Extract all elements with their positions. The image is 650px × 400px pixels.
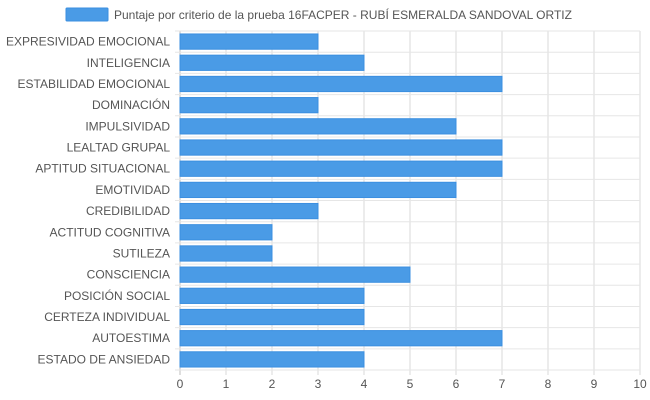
bar-autoestima[interactable] bbox=[179, 330, 503, 347]
legend[interactable]: Puntaje por criterio de la prueba 16FACP… bbox=[65, 7, 572, 22]
category-label: EMOTIVIDAD bbox=[95, 183, 170, 197]
x-tick-label: 4 bbox=[361, 377, 368, 391]
category-label: AUTOESTIMA bbox=[92, 331, 170, 345]
category-label: APTITUD SITUACIONAL bbox=[35, 162, 170, 176]
category-label: DOMINACIÓN bbox=[92, 97, 170, 112]
legend-label[interactable]: Puntaje por criterio de la prueba 16FACP… bbox=[114, 7, 572, 22]
bar-emotividad[interactable] bbox=[179, 181, 457, 199]
category-label: CERTEZA INDIVIDUAL bbox=[44, 310, 170, 324]
category-label: IMPULSIVIDAD bbox=[85, 119, 170, 133]
bar-certeza-individual[interactable] bbox=[179, 308, 365, 326]
bar-aptitud-situacional[interactable] bbox=[179, 160, 503, 177]
bar-posición-social[interactable] bbox=[179, 287, 365, 304]
x-tick-label: 6 bbox=[453, 377, 460, 391]
bar-inteligencia[interactable] bbox=[179, 54, 365, 71]
x-tick-label: 9 bbox=[591, 377, 598, 391]
x-tick-label: 7 bbox=[499, 377, 506, 391]
bar-expresividad-emocional[interactable] bbox=[179, 33, 319, 50]
category-label: ACTITUD COGNITIVA bbox=[50, 225, 170, 239]
x-tick-label: 1 bbox=[223, 377, 230, 391]
x-tick-label: 0 bbox=[177, 377, 184, 391]
bar-actitud-cognitiva[interactable] bbox=[179, 224, 273, 241]
category-label: CREDIBILIDAD bbox=[86, 204, 170, 218]
category-label: ESTABILIDAD EMOCIONAL bbox=[18, 77, 171, 91]
bar-estabilidad-emocional[interactable] bbox=[179, 75, 503, 93]
legend-swatch[interactable] bbox=[65, 7, 109, 22]
bar-consciencia[interactable] bbox=[179, 266, 411, 283]
x-axis-ticks: 0 1 2 3 4 5 6 7 8 9 10 bbox=[177, 377, 647, 391]
bars bbox=[179, 33, 503, 368]
x-tick-label: 2 bbox=[269, 377, 276, 391]
bar-impulsividad[interactable] bbox=[179, 118, 457, 135]
bar-estado-de-ansiedad[interactable] bbox=[179, 351, 365, 368]
category-label: SUTILEZA bbox=[113, 246, 170, 260]
x-tick-label: 5 bbox=[407, 377, 414, 391]
category-label: CONSCIENCIA bbox=[87, 268, 170, 282]
x-tick-label: 8 bbox=[545, 377, 552, 391]
x-tick-label: 3 bbox=[315, 377, 322, 391]
bar-credibilidad[interactable] bbox=[179, 202, 319, 220]
category-label: POSICIÓN SOCIAL bbox=[64, 288, 170, 303]
bar-dominación[interactable] bbox=[179, 97, 319, 114]
category-label: INTELIGENCIA bbox=[87, 56, 170, 70]
category-label: EXPRESIVIDAD EMOCIONAL bbox=[6, 35, 170, 49]
bar-lealtad-grupal[interactable] bbox=[179, 139, 503, 156]
category-label: ESTADO DE ANSIEDAD bbox=[38, 352, 171, 366]
bar-sutileza[interactable] bbox=[179, 245, 273, 262]
category-label: LEALTAD GRUPAL bbox=[67, 141, 171, 155]
x-tick-label: 10 bbox=[633, 377, 647, 391]
category-labels: EXPRESIVIDAD EMOCIONAL INTELIGENCIA ESTABI… bbox=[6, 35, 170, 367]
